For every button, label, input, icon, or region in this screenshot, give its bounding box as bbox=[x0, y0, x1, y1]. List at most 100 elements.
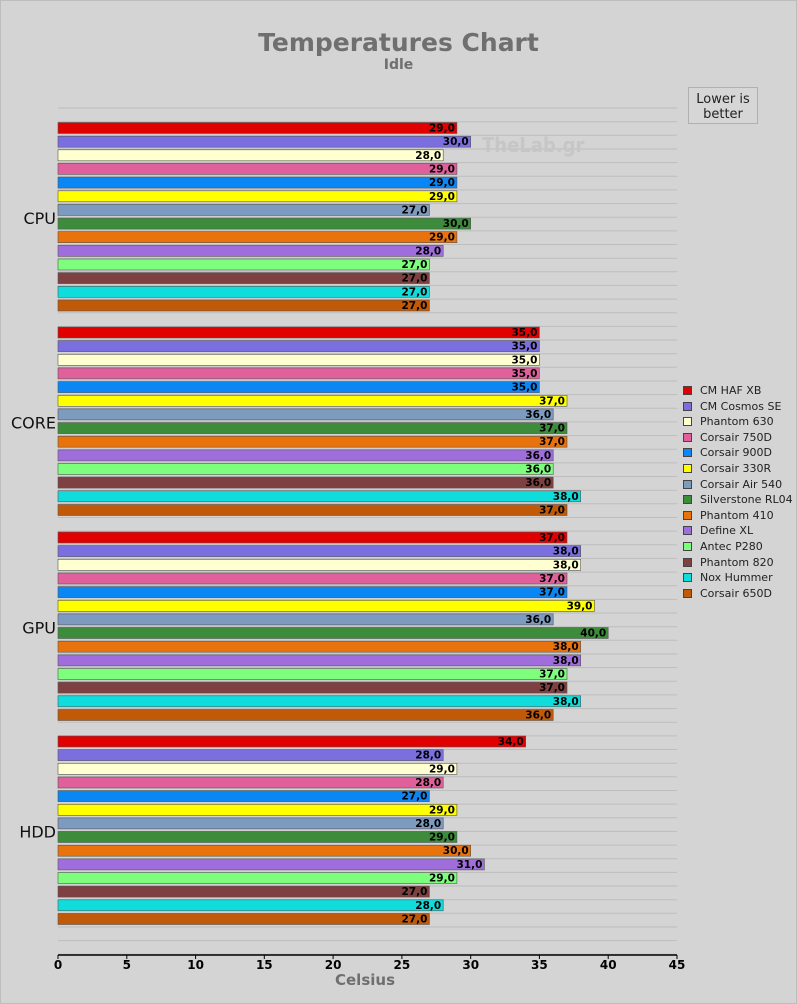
bar-value-label: 27,0 bbox=[401, 286, 427, 298]
bar-value-label: 28,0 bbox=[415, 818, 441, 830]
bar bbox=[57, 176, 458, 189]
bar-value-label: 37,0 bbox=[539, 682, 565, 694]
bar bbox=[57, 340, 540, 352]
legend-swatch bbox=[683, 432, 692, 442]
bar-value-label: 28,0 bbox=[415, 900, 441, 912]
bar bbox=[57, 285, 430, 298]
bar-value-label: 37,0 bbox=[539, 395, 565, 407]
bar bbox=[57, 613, 554, 626]
bar bbox=[57, 545, 582, 557]
bar bbox=[57, 122, 458, 134]
bar bbox=[57, 913, 430, 925]
legend-item: Define XL bbox=[683, 523, 795, 539]
bar bbox=[57, 367, 540, 380]
x-tick-label: 10 bbox=[187, 958, 204, 972]
bar bbox=[57, 135, 472, 148]
bar-value-label: 30,0 bbox=[443, 136, 469, 148]
bar-value-label: 28,0 bbox=[415, 150, 441, 162]
bar-value-label: 29,0 bbox=[429, 177, 455, 189]
category-label: CORE bbox=[11, 414, 56, 433]
bar bbox=[57, 735, 527, 748]
bar bbox=[57, 258, 430, 271]
legend-swatch bbox=[683, 479, 692, 489]
bar bbox=[57, 449, 554, 462]
data-labels: 29,030,028,029,029,029,027,030,029,028,0… bbox=[401, 123, 606, 926]
legend-item: CM Cosmos SE bbox=[683, 399, 795, 415]
bar bbox=[57, 558, 582, 571]
legend-swatch bbox=[683, 541, 692, 551]
legend-item: Corsair Air 540 bbox=[683, 477, 795, 493]
bar-value-label: 37,0 bbox=[539, 436, 565, 448]
x-tick-label: 5 bbox=[123, 958, 131, 972]
bar bbox=[57, 872, 458, 884]
category-labels: CPU CORE GPU HDD bbox=[11, 209, 56, 841]
legend-item: Phantom 820 bbox=[683, 555, 795, 571]
bar bbox=[57, 831, 458, 843]
legend-swatch bbox=[683, 417, 692, 427]
legend-label: Phantom 410 bbox=[700, 508, 774, 522]
bar bbox=[57, 681, 568, 694]
bar bbox=[57, 695, 582, 708]
bar-value-label: 29,0 bbox=[429, 123, 455, 135]
bar bbox=[57, 190, 458, 203]
watermark-logo: TheLab.gr bbox=[482, 133, 585, 157]
bar-value-label: 38,0 bbox=[553, 655, 579, 667]
bar bbox=[57, 654, 582, 667]
bar-value-label: 37,0 bbox=[539, 505, 565, 517]
bar bbox=[57, 709, 554, 721]
legend-item: Phantom 630 bbox=[683, 414, 795, 430]
lower-is-better-note: Lower is better bbox=[688, 87, 758, 124]
bar bbox=[57, 627, 609, 639]
legend-swatch bbox=[683, 401, 692, 411]
legend-item: Nox Hummer bbox=[683, 570, 795, 586]
legend-item: Antec P280 bbox=[683, 539, 795, 555]
legend-item: Corsair 900D bbox=[683, 445, 795, 461]
bar-value-label: 29,0 bbox=[429, 232, 455, 244]
category-label: GPU bbox=[22, 619, 56, 638]
bar bbox=[57, 245, 444, 257]
legend-label: Silverstone RL04 bbox=[700, 493, 793, 507]
bar bbox=[57, 790, 430, 802]
bar bbox=[57, 149, 444, 162]
bar-value-label: 36,0 bbox=[525, 409, 551, 421]
legend-swatch bbox=[683, 557, 692, 567]
bar-value-label: 29,0 bbox=[429, 163, 455, 175]
bar-value-label: 27,0 bbox=[401, 791, 427, 803]
bar bbox=[57, 204, 430, 216]
bar-value-label: 35,0 bbox=[511, 368, 537, 380]
bar bbox=[57, 231, 458, 243]
legend-item: CM HAF XB bbox=[683, 383, 795, 399]
bars bbox=[57, 122, 609, 925]
bar bbox=[57, 817, 444, 830]
x-tick-label: 40 bbox=[600, 958, 617, 972]
bar-value-label: 27,0 bbox=[401, 914, 427, 926]
legend-item: Corsair 650D bbox=[683, 586, 795, 602]
bar-value-label: 36,0 bbox=[525, 450, 551, 462]
bar bbox=[57, 668, 568, 680]
bar bbox=[57, 899, 444, 912]
bar bbox=[57, 490, 582, 503]
legend-label: Corsair 750D bbox=[700, 430, 772, 444]
bar-value-label: 28,0 bbox=[415, 245, 441, 257]
bar-value-label: 35,0 bbox=[511, 382, 537, 394]
bar bbox=[57, 217, 472, 230]
legend-label: Corsair 900D bbox=[700, 446, 772, 460]
bar bbox=[57, 408, 554, 421]
legend-label: Corsair 330R bbox=[700, 461, 772, 475]
bar bbox=[57, 844, 472, 857]
legend-swatch bbox=[683, 463, 692, 473]
bar-value-label: 30,0 bbox=[443, 845, 469, 857]
bar-value-label: 36,0 bbox=[525, 464, 551, 476]
legend-swatch bbox=[683, 588, 692, 598]
x-tick-label: 45 bbox=[669, 958, 686, 972]
bar bbox=[57, 776, 444, 789]
category-label: HDD bbox=[19, 823, 56, 842]
bar-value-label: 37,0 bbox=[539, 669, 565, 681]
bar-value-label: 36,0 bbox=[525, 477, 551, 489]
bar bbox=[57, 394, 568, 407]
bar bbox=[57, 272, 430, 284]
bar-value-label: 27,0 bbox=[401, 259, 427, 271]
chart-title: Temperatures Chart bbox=[258, 28, 539, 57]
bar bbox=[57, 885, 430, 898]
